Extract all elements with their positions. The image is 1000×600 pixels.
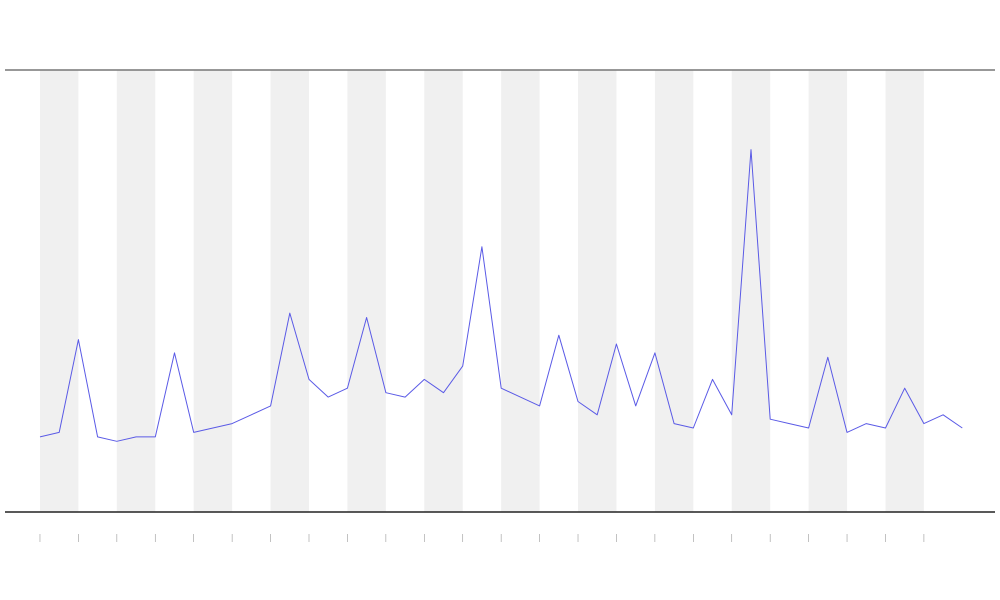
night-band <box>885 70 924 512</box>
night-band <box>193 70 233 512</box>
night-band <box>270 70 309 512</box>
night-band <box>731 70 771 512</box>
night-band <box>424 70 463 512</box>
series-line <box>39 149 963 442</box>
night-band <box>347 70 386 512</box>
night-band <box>654 70 694 512</box>
night-band <box>808 70 848 512</box>
night-band <box>501 70 540 512</box>
night-band <box>116 70 156 512</box>
night-band <box>578 70 617 512</box>
night-band <box>39 70 79 512</box>
